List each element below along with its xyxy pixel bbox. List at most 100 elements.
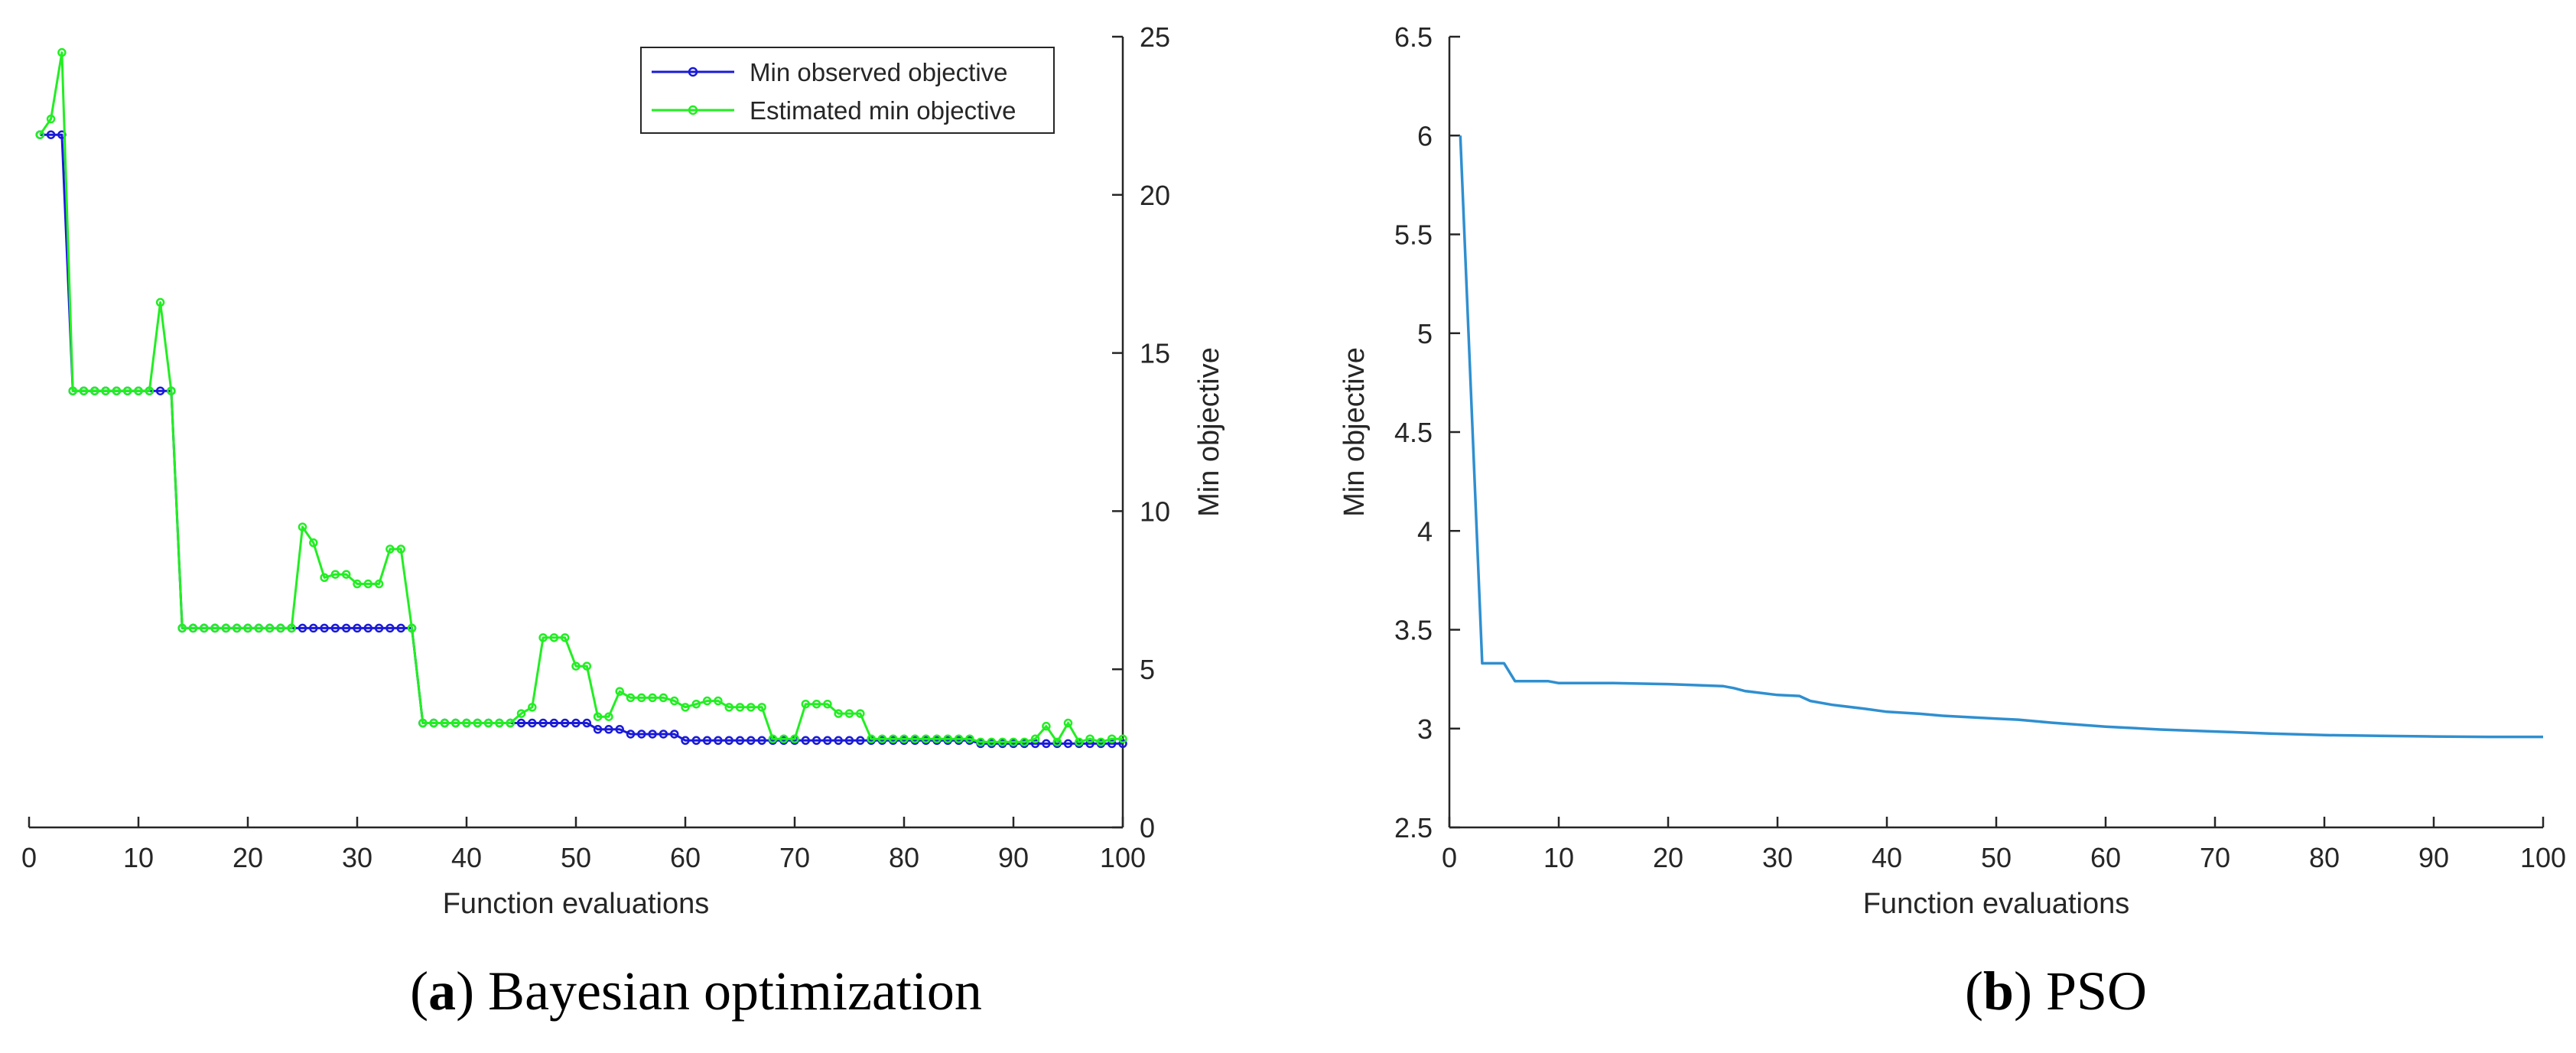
series-point-a-1	[637, 693, 646, 703]
x-tick-label-a: 0	[21, 842, 37, 873]
x-tick-label-a: 50	[561, 842, 591, 873]
x-tick-label-a: 10	[123, 842, 154, 873]
series-point-a-1	[768, 734, 778, 743]
series-point-a-1	[669, 696, 679, 706]
series-point-a-1	[899, 734, 909, 743]
series-point-a-0	[385, 623, 395, 633]
series-point-a-1	[987, 737, 997, 747]
series-point-a-1	[528, 703, 537, 712]
x-tick-label-b: 90	[2418, 842, 2449, 873]
series-point-a-0	[363, 623, 373, 633]
series-point-a-1	[385, 544, 395, 554]
series-point-a-1	[276, 623, 285, 633]
series-point-a-1	[943, 734, 952, 743]
series-point-a-1	[90, 386, 99, 395]
series-point-a-0	[801, 736, 811, 746]
series-point-a-0	[702, 736, 712, 746]
series-point-a-1	[79, 386, 89, 395]
x-tick-label-a: 40	[451, 842, 482, 873]
x-tick-label-b: 50	[1981, 842, 2012, 873]
x-tick-label-a: 20	[233, 842, 263, 873]
series-point-a-1	[746, 703, 756, 712]
series-point-a-0	[1118, 739, 1127, 749]
series-point-a-1	[134, 386, 143, 395]
series-point-a-1	[571, 661, 581, 671]
series-point-a-1	[593, 712, 603, 721]
series-point-a-1	[1020, 737, 1029, 747]
caption-a-text: Bayesian optimization	[488, 960, 982, 1022]
series-point-a-1	[921, 734, 931, 743]
series-point-a-1	[330, 570, 340, 579]
series-point-a-0	[396, 623, 405, 633]
y-tick-label-a: 0	[1140, 812, 1155, 843]
series-point-a-1	[221, 623, 231, 633]
series-point-a-1	[560, 633, 570, 642]
chart-b-pso: 0 10 20 30 40 50 60 70 80 90 100 2.5 3 3.5 4 4.5 5 5.5 6 6.…	[1338, 21, 2566, 920]
series-point-a-0	[659, 730, 668, 739]
series-point-a-1	[812, 699, 821, 709]
series-point-a-0	[374, 623, 384, 633]
series-point-a-1	[473, 718, 483, 728]
series-point-a-1	[462, 718, 471, 728]
series-point-a-0	[1030, 739, 1040, 749]
y-tick-label-b: 6	[1417, 120, 1433, 151]
series-point-a-1	[910, 734, 920, 743]
series-point-a-1	[702, 696, 712, 706]
series-point-a-1	[188, 623, 198, 633]
y-axis-label-b: Min objective	[1338, 347, 1371, 517]
series-point-a-0	[757, 736, 766, 746]
x-tick-label-b: 0	[1442, 842, 1457, 873]
series-point-a-1	[1085, 734, 1094, 743]
series-point-a-1	[856, 709, 865, 718]
series-point-a-0	[549, 718, 559, 728]
series-point-a-0	[571, 718, 581, 728]
series-point-a-1	[1030, 734, 1040, 743]
x-tick-label-b: 100	[2520, 842, 2566, 873]
x-tick-label-b: 60	[2090, 842, 2121, 873]
series-point-a-0	[582, 718, 592, 728]
series-point-a-1	[35, 130, 45, 139]
series-point-a-0	[724, 736, 733, 746]
series-point-a-0	[626, 730, 636, 739]
series-point-a-0	[735, 736, 745, 746]
series-point-a-1	[538, 633, 548, 642]
series-point-a-0	[637, 730, 646, 739]
y-tick-label-b: 5	[1417, 318, 1433, 349]
series-point-a-0	[353, 623, 362, 633]
series-point-a-1	[867, 734, 876, 743]
series-point-a-1	[757, 703, 766, 712]
series-point-a-1	[1042, 721, 1051, 731]
legend-swatch-marker-1	[688, 105, 698, 115]
y-tick-label-b: 6.5	[1394, 21, 1433, 53]
series-point-a-0	[615, 725, 624, 734]
series-point-a-1	[309, 538, 318, 548]
series-point-a-0	[604, 725, 613, 734]
series-point-a-1	[779, 734, 789, 743]
series-point-a-0	[746, 736, 756, 746]
series-point-a-0	[648, 730, 657, 739]
series-point-a-0	[1107, 739, 1117, 749]
series-point-a-1	[287, 623, 296, 633]
x-tick-label-a: 60	[670, 842, 701, 873]
series-point-a-0	[320, 623, 329, 633]
y-tick-label-a: 15	[1140, 338, 1170, 369]
series-point-a-0	[1063, 739, 1073, 749]
series-point-a-1	[823, 699, 832, 709]
series-line-a-1	[39, 51, 1123, 743]
series-point-a-1	[210, 623, 220, 633]
series-point-a-0	[593, 725, 603, 734]
series-point-a-1	[68, 386, 77, 395]
series-line-a-0	[40, 133, 1123, 745]
series-point-a-1	[516, 709, 526, 718]
series-point-a-1	[877, 734, 887, 743]
series-point-a-1	[243, 623, 252, 633]
series-point-a-1	[997, 737, 1007, 747]
x-tick-label-a: 100	[1100, 842, 1146, 873]
caption-b-letter: b	[1982, 960, 2014, 1022]
series-point-a-1	[396, 544, 405, 554]
series-point-a-1	[691, 699, 701, 709]
series-point-a-1	[1096, 737, 1106, 747]
series-point-a-1	[626, 693, 636, 703]
series-point-a-1	[1107, 734, 1117, 743]
series-point-a-1	[265, 623, 275, 633]
